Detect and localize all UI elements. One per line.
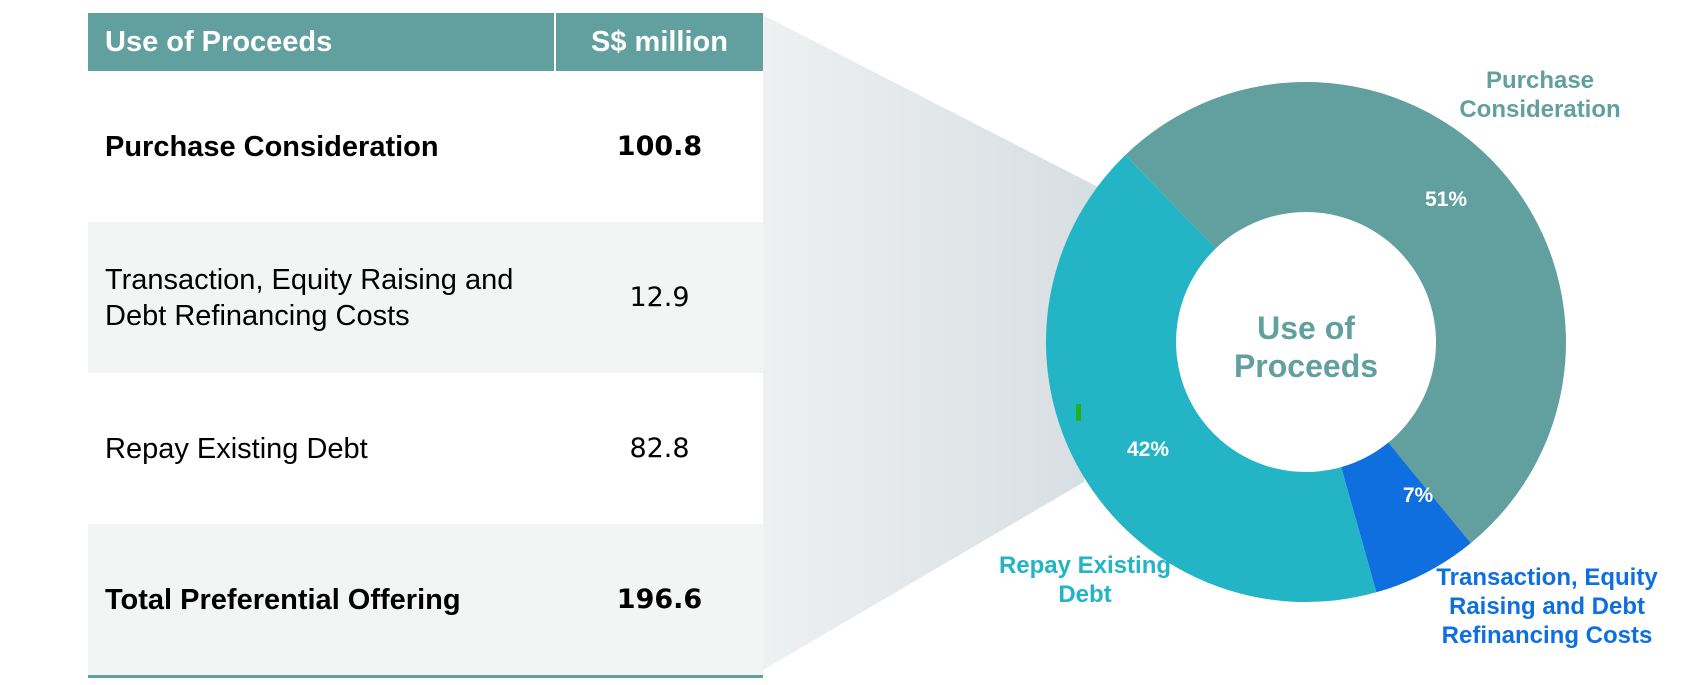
table-row: Transaction, Equity Raising and Debt Ref… bbox=[88, 222, 763, 373]
row-value: 82.8 bbox=[629, 433, 690, 464]
table-row: Repay Existing Debt 82.8 bbox=[88, 373, 763, 524]
table-row: Purchase Consideration 100.8 bbox=[88, 71, 763, 222]
row-label: Repay Existing Debt bbox=[105, 432, 368, 465]
donut-center-label: Use of Proceeds bbox=[1234, 310, 1378, 384]
slice-category-label: Purchase Consideration bbox=[1459, 67, 1620, 123]
slice-purchase-consideration bbox=[1125, 82, 1566, 544]
row-label: Purchase Consideration bbox=[105, 130, 439, 163]
slice-percent-label: 42% bbox=[1127, 438, 1169, 461]
use-of-proceeds-table: Use of Proceeds S$ million Purchase Cons… bbox=[88, 13, 763, 678]
row-value: 196.6 bbox=[616, 584, 703, 615]
slice-category-label: Repay Existing Debt bbox=[999, 552, 1171, 608]
header-amount: S$ million bbox=[591, 25, 728, 58]
marker-tick bbox=[1076, 404, 1081, 421]
table-header: Use of Proceeds S$ million bbox=[88, 13, 763, 71]
row-label: Transaction, Equity Raising and Debt Ref… bbox=[105, 263, 514, 332]
slice-percent-label: 51% bbox=[1425, 188, 1467, 211]
slice-category-label: Transaction, Equity Raising and Debt Refin… bbox=[1436, 564, 1658, 649]
slice-repay-existing-debt bbox=[1046, 154, 1377, 602]
header-use-of-proceeds: Use of Proceeds bbox=[88, 13, 556, 71]
row-value: 12.9 bbox=[629, 282, 690, 313]
slice-percent-label: 7% bbox=[1403, 484, 1434, 507]
table-row-total: Total Preferential Offering 196.6 bbox=[88, 524, 763, 675]
row-label: Total Preferential Offering bbox=[105, 583, 461, 616]
slice-transaction-equity-raising-and-debt-refinancing-costs bbox=[1341, 442, 1471, 593]
table-bottom-rule bbox=[88, 675, 763, 678]
row-value: 100.8 bbox=[616, 131, 703, 162]
